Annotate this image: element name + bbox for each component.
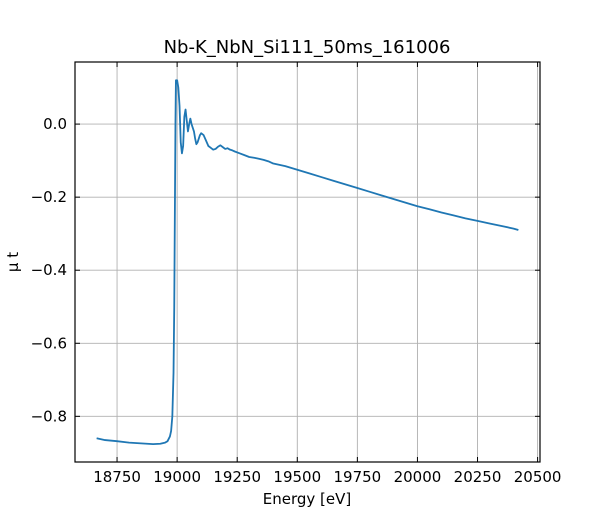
chart-title: Nb-K_NbN_Si111_50ms_161006	[164, 37, 451, 58]
x-tick-label: 19000	[153, 468, 201, 486]
y-tick-label: −0.6	[31, 334, 67, 352]
plot-frame	[74, 61, 541, 463]
x-tick-label: 19750	[334, 468, 382, 486]
x-tick-label: 19500	[273, 468, 321, 486]
x-tick-label: 20500	[514, 468, 562, 486]
y-tick-label: −0.4	[31, 261, 67, 279]
grid-lines	[75, 62, 540, 462]
axis-ticks: 18750 19000 19250 19500 19750 20000 20250 20500…	[31, 62, 562, 486]
y-tick-label: −0.2	[31, 188, 67, 206]
y-tick-label: −0.8	[31, 407, 67, 425]
x-tick-label: 19250	[213, 468, 261, 486]
y-axis-label: μ t	[4, 252, 22, 272]
series-line	[96, 79, 519, 446]
x-tick-label: 18750	[93, 468, 141, 486]
y-tick-label: 0.0	[43, 115, 67, 133]
x-tick-label: 20000	[394, 468, 442, 486]
series-layer	[96, 79, 519, 446]
x-axis-label: Energy [eV]	[263, 490, 351, 508]
x-tick-label: 20250	[454, 468, 502, 486]
